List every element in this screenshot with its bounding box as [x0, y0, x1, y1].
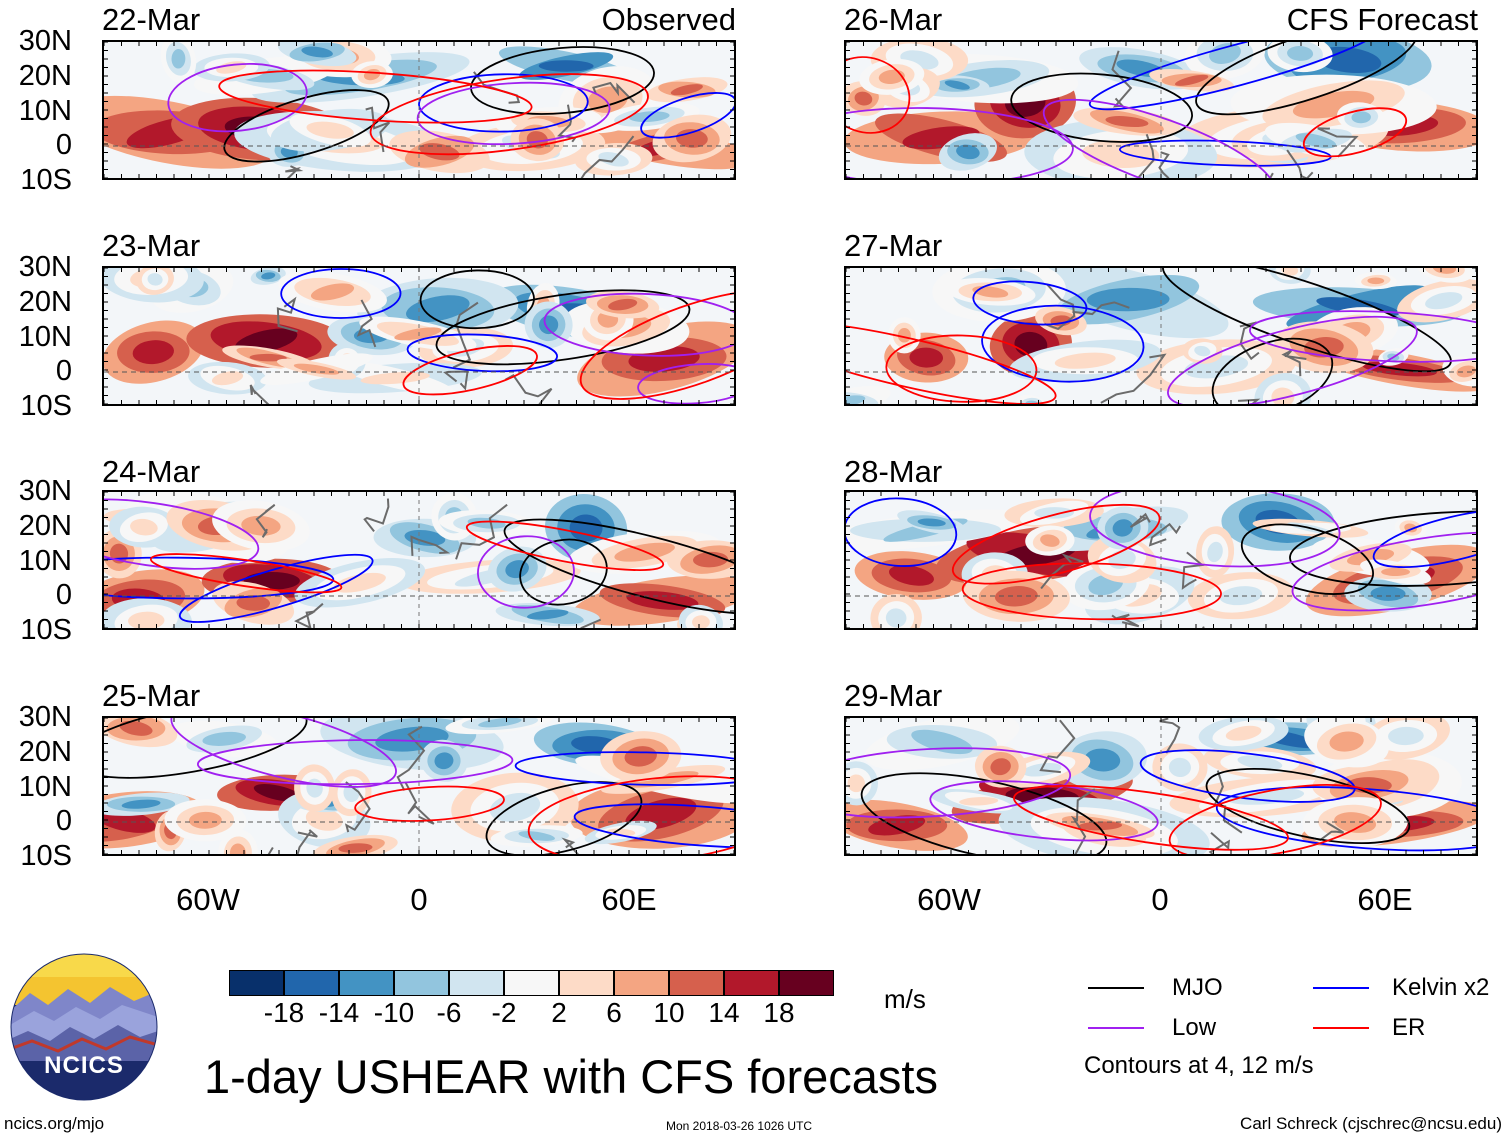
legend-line-kelvin — [1313, 987, 1369, 989]
map-field — [846, 492, 1476, 628]
colorbar-swatch — [614, 970, 669, 996]
colorbar-swatch — [229, 970, 284, 996]
colorbar-tick-label: 10 — [653, 997, 685, 1028]
lon-label: 60E — [1357, 882, 1413, 917]
panel-date-26-mar: 26-Mar — [844, 2, 943, 37]
legend-label-mjo: MJO — [1172, 974, 1223, 1001]
legend-line-low — [1088, 1027, 1144, 1029]
map-panel-23-mar[interactable] — [102, 266, 736, 406]
colorbar-tick-label: 2 — [551, 997, 567, 1028]
colorbar-tick-label: 6 — [606, 997, 622, 1028]
colorbar-swatch — [339, 970, 394, 996]
colorbar-tick-label: -14 — [318, 997, 360, 1028]
map-field — [846, 42, 1476, 178]
panel-date-23-mar: 23-Mar — [102, 228, 201, 263]
lat-label: 0 — [55, 579, 72, 611]
lat-label: 0 — [55, 805, 72, 837]
timestamp: Mon 2018-03-26 1026 UTC — [666, 1119, 813, 1133]
colorbar-swatch — [284, 970, 339, 996]
map-panel-25-mar[interactable] — [102, 716, 736, 856]
panel-date-29-mar: 29-Mar — [844, 678, 943, 713]
lat-label: 10N — [18, 771, 72, 803]
lat-label: 30N — [18, 475, 72, 507]
author-credit: Carl Schreck (cjschrec@ncsu.edu) — [1240, 1114, 1502, 1133]
map-field — [846, 718, 1476, 854]
lat-label: 10N — [18, 545, 72, 577]
lat-label: 10S — [20, 164, 72, 196]
ncics-logo-graphic — [10, 953, 158, 1101]
panel-date-28-mar: 28-Mar — [844, 454, 943, 489]
site-link[interactable]: ncics.org/mjo — [4, 1114, 105, 1133]
lon-label: 0 — [1151, 882, 1169, 917]
colorbar-tick-label: -6 — [436, 997, 462, 1028]
lon-label: 60W — [176, 882, 240, 917]
lat-label: 20N — [18, 286, 72, 318]
lon-label: 60W — [917, 882, 981, 917]
panel-date-25-mar: 25-Mar — [102, 678, 201, 713]
map-panel-29-mar[interactable] — [844, 716, 1478, 856]
lat-label: 0 — [55, 355, 72, 387]
legend-label-er: ER — [1392, 1014, 1426, 1041]
legend-line-mjo — [1088, 987, 1144, 989]
forecast-title: CFS Forecast — [1286, 2, 1478, 37]
lat-label: 10S — [20, 614, 72, 646]
lat-label: 20N — [18, 60, 72, 92]
lat-label: 30N — [18, 251, 72, 283]
colorbar-swatch — [504, 970, 559, 996]
panel-date-27-mar: 27-Mar — [844, 228, 943, 263]
map-field — [104, 492, 734, 628]
legend-line-er — [1313, 1027, 1369, 1029]
colorbar-swatch — [449, 970, 504, 996]
legend-label-kelvin: Kelvin x2 — [1392, 974, 1490, 1001]
map-panel-27-mar[interactable] — [844, 266, 1478, 406]
colorbar-swatch — [724, 970, 779, 996]
map-panel-28-mar[interactable] — [844, 490, 1478, 630]
colorbar-tick-label: -18 — [263, 997, 305, 1028]
map-panel-24-mar[interactable] — [102, 490, 736, 630]
colorbar-swatch — [669, 970, 724, 996]
colorbar-swatch — [559, 970, 614, 996]
colorbar-unit: m/s — [884, 984, 926, 1014]
lat-label: 20N — [18, 736, 72, 768]
observed-title: Observed — [601, 2, 736, 37]
colorbar-tick-label: 14 — [708, 997, 740, 1028]
colorbar-tick-label: -2 — [491, 997, 517, 1028]
map-panel-22-mar[interactable] — [102, 40, 736, 180]
legend-label-low: Low — [1172, 1014, 1217, 1041]
lat-label: 10N — [18, 321, 72, 353]
colorbar-tick-label: 18 — [763, 997, 795, 1028]
map-field — [104, 268, 734, 404]
map-panel-26-mar[interactable] — [844, 40, 1478, 180]
figure-title: 1-day USHEAR with CFS forecasts — [204, 1050, 938, 1103]
map-field — [104, 42, 734, 178]
map-field — [104, 718, 734, 854]
lat-label: 10S — [20, 840, 72, 872]
ncics-logo[interactable]: NCICS — [10, 953, 158, 1101]
lon-label: 60E — [601, 882, 657, 917]
ncics-logo-text: NCICS — [44, 1052, 124, 1079]
lon-label: 0 — [410, 882, 428, 917]
panel-date-24-mar: 24-Mar — [102, 454, 201, 489]
map-field — [846, 268, 1476, 404]
legend-note: Contours at 4, 12 m/s — [1084, 1052, 1314, 1079]
panel-date-22-mar: 22-Mar — [102, 2, 201, 37]
colorbar-tick-label: -10 — [373, 997, 415, 1028]
colorbar-swatch — [394, 970, 449, 996]
lat-label: 0 — [55, 129, 72, 161]
lat-label: 10N — [18, 95, 72, 127]
lat-label: 30N — [18, 701, 72, 733]
lat-label: 30N — [18, 25, 72, 57]
lat-label: 10S — [20, 390, 72, 422]
lat-label: 20N — [18, 510, 72, 542]
colorbar-swatch — [779, 970, 834, 996]
